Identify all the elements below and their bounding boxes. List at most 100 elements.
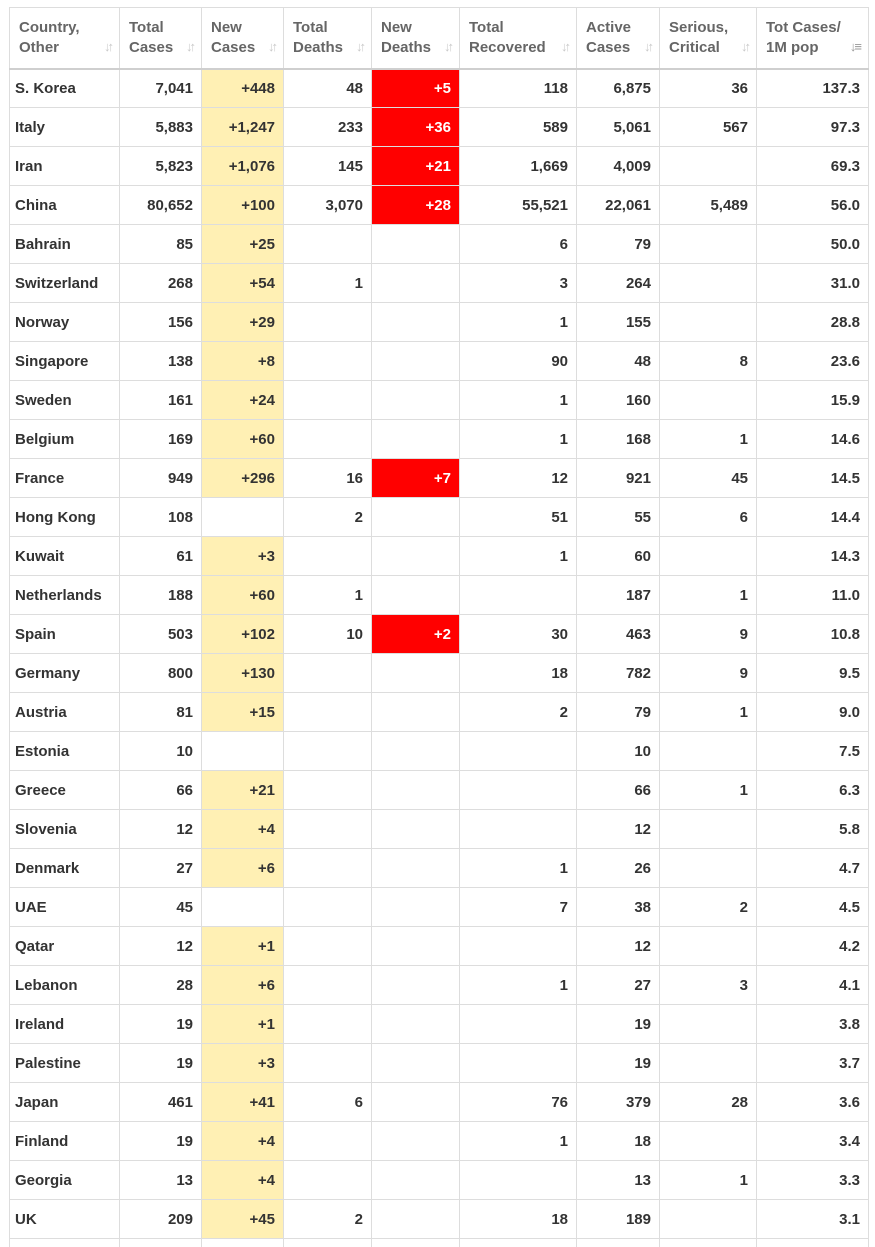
cell-total-recovered: 1 [459, 848, 577, 888]
cell-total-cases: 80,652 [119, 185, 202, 225]
cell-country-other: Hong Kong [9, 497, 120, 537]
cell-country-other: Norway [9, 302, 120, 342]
cell-country-other: Japan [9, 1082, 120, 1122]
cell-new-cases: +45 [201, 1199, 284, 1239]
table-row [9, 1238, 869, 1247]
column-header-country-other[interactable]: Country, Other ↓↑ [9, 7, 120, 70]
cell-total-recovered: 55,521 [459, 185, 577, 225]
cell-country-other: Georgia [9, 1160, 120, 1200]
table-row: Austria 81 +15 2 79 1 9.0 [9, 692, 869, 732]
cell-total-recovered: 90 [459, 341, 577, 381]
column-header-serious-critical[interactable]: Serious, Critical ↓↑ [659, 7, 757, 70]
cell-serious-critical [659, 263, 757, 303]
column-header-total-recovered[interactable]: Total Recovered ↓↑ [459, 7, 577, 70]
cell-serious-critical [659, 536, 757, 576]
cell-country-other: China [9, 185, 120, 225]
cell-serious-critical: 36 [659, 68, 757, 108]
table-row: Germany 800 +130 18 782 9 9.5 [9, 653, 869, 693]
cell-new-deaths: +21 [371, 146, 460, 186]
sort-both-arrows-icon[interactable]: ↓↑ [356, 38, 366, 54]
column-header-active-cases[interactable]: Active Cases ↓↑ [576, 7, 660, 70]
cell-tot-cases-per-1m: 9.5 [756, 653, 869, 693]
cell-new-deaths [371, 926, 460, 966]
cell-total-deaths [283, 770, 372, 810]
table-header-row: Country, Other ↓↑ Total Cases ↓↑ New Cases ↓↑ Tot… [9, 7, 869, 70]
table-row: UAE 45 7 38 2 4.5 [9, 887, 869, 927]
cell-country-other: UK [9, 1199, 120, 1239]
sort-both-arrows-icon[interactable]: ↓↑ [186, 38, 196, 54]
cell-total-cases: 66 [119, 770, 202, 810]
table-row: Netherlands 188 +60 1 187 1 11.0 [9, 575, 869, 615]
cell-active-cases: 187 [576, 575, 660, 615]
cell-country-other: France [9, 458, 120, 498]
sort-both-arrows-icon[interactable]: ↓↑ [268, 38, 278, 54]
cell-tot-cases-per-1m: 3.6 [756, 1082, 869, 1122]
cell-total-deaths [283, 653, 372, 693]
cell-total-deaths: 48 [283, 68, 372, 108]
cell-new-deaths [371, 1160, 460, 1200]
table-row: UK 209 +45 2 18 189 3.1 [9, 1199, 869, 1239]
cell-new-cases: +3 [201, 536, 284, 576]
table-row: Singapore 138 +8 90 48 8 23.6 [9, 341, 869, 381]
cell-new-deaths: +7 [371, 458, 460, 498]
cell-total-deaths [283, 380, 372, 420]
cell-new-cases: +25 [201, 224, 284, 264]
column-header-label: Total Cases [129, 18, 192, 58]
cell-serious-critical: 8 [659, 341, 757, 381]
cell-total-recovered: 3 [459, 263, 577, 303]
cell-serious-critical [659, 1043, 757, 1083]
cell-new-cases: +102 [201, 614, 284, 654]
sort-both-arrows-icon[interactable]: ↓↑ [644, 38, 654, 54]
sort-descending-icon[interactable]: ↓≡ [849, 38, 862, 54]
cell-total-deaths: 145 [283, 146, 372, 186]
cell-tot-cases-per-1m: 31.0 [756, 263, 869, 303]
cell-total-deaths [283, 1238, 372, 1247]
cell-total-deaths [283, 1043, 372, 1083]
cell-total-recovered: 2 [459, 692, 577, 732]
cell-new-cases: +29 [201, 302, 284, 342]
cell-country-other: Bahrain [9, 224, 120, 264]
cell-country-other: Iran [9, 146, 120, 186]
cell-total-cases: 461 [119, 1082, 202, 1122]
column-header-label: Tot Cases/1M pop [766, 18, 859, 58]
cell-tot-cases-per-1m: 4.1 [756, 965, 869, 1005]
cell-active-cases: 12 [576, 809, 660, 849]
sort-both-arrows-icon[interactable]: ↓↑ [561, 38, 571, 54]
cell-new-cases: +60 [201, 575, 284, 615]
column-header-tot-cases-per-1m[interactable]: Tot Cases/1M pop ↓≡ [756, 7, 869, 70]
cell-total-deaths: 10 [283, 614, 372, 654]
table-row: Estonia 10 10 7.5 [9, 731, 869, 771]
cell-new-cases: +1 [201, 1004, 284, 1044]
cell-active-cases: 782 [576, 653, 660, 693]
cell-total-recovered: 12 [459, 458, 577, 498]
sort-both-arrows-icon[interactable]: ↓↑ [741, 38, 751, 54]
column-header-total-deaths[interactable]: Total Deaths ↓↑ [283, 7, 372, 70]
column-header-label-line: Other [19, 38, 60, 56]
table-row: Iran 5,823 +1,076 145 +21 1,669 4,009 69.3 [9, 146, 869, 186]
column-header-label-line: Cases [586, 38, 631, 56]
cell-tot-cases-per-1m: 4.2 [756, 926, 869, 966]
column-header-label: New Cases [211, 18, 274, 58]
table-body: S. Korea 7,041 +448 48 +5 118 6,875 36 137.3 Ital… [9, 68, 869, 1247]
column-header-total-cases[interactable]: Total Cases ↓↑ [119, 7, 202, 70]
cell-total-recovered: 118 [459, 68, 577, 108]
cell-total-recovered: 589 [459, 107, 577, 147]
cell-new-deaths [371, 302, 460, 342]
cell-total-recovered: 1,669 [459, 146, 577, 186]
cell-new-deaths [371, 965, 460, 1005]
column-header-new-deaths[interactable]: New Deaths ↓↑ [371, 7, 460, 70]
cell-total-cases: 19 [119, 1004, 202, 1044]
cell-total-recovered: 7 [459, 887, 577, 927]
cell-new-cases [201, 1238, 284, 1247]
cell-new-cases: +24 [201, 380, 284, 420]
cell-active-cases: 13 [576, 1160, 660, 1200]
column-header-label-line: Country, [19, 18, 80, 36]
cell-serious-critical: 5,489 [659, 185, 757, 225]
cell-total-recovered [459, 1004, 577, 1044]
cell-active-cases: 66 [576, 770, 660, 810]
sort-both-arrows-icon[interactable]: ↓↑ [444, 38, 454, 54]
cell-total-cases: 19 [119, 1043, 202, 1083]
sort-both-arrows-icon[interactable]: ↓↑ [104, 38, 114, 54]
column-header-new-cases[interactable]: New Cases ↓↑ [201, 7, 284, 70]
cell-country-other: Belgium [9, 419, 120, 459]
